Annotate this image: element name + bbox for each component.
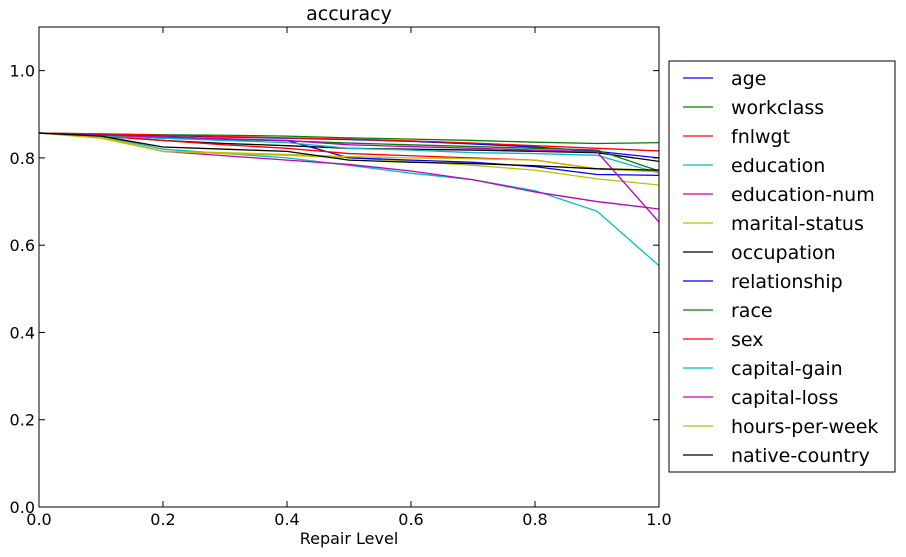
x-tick-label: 0.2 [150,510,175,529]
legend-label-occupation: occupation [731,242,836,264]
legend: age workclass fnlwgt education education-num… [668,60,896,473]
legend-label-sex: sex [731,329,764,351]
y-axis-ticks: 0.0 0.2 0.4 0.6 0.8 1.0 [10,62,659,517]
y-tick-label: 1.0 [10,62,35,81]
legend-label-native-country: native-country [731,445,870,467]
series-lines [38,132,660,267]
legend-label-workclass: workclass [731,97,824,119]
legend-label-education-num: education-num [731,184,875,206]
x-tick-label: 0.6 [398,510,423,529]
legend-label-fnlwgt: fnlwgt [731,126,790,148]
series-line-marital-status [38,132,660,186]
y-tick-label: 0.6 [10,236,35,255]
y-tick-label: 0.4 [10,323,35,342]
x-tick-label: 1.0 [646,510,671,529]
x-tick-label: 0.4 [274,510,299,529]
chart-title: accuracy [306,3,392,25]
series-line-education [38,132,660,267]
legend-frame [668,60,896,473]
legend-label-education: education [731,155,825,177]
legend-label-marital-status: marital-status [731,213,864,235]
series-line-fnlwgt [38,132,660,152]
x-tick-label: 0.8 [522,510,547,529]
legend-label-age: age [731,68,766,90]
y-tick-label: 0.0 [10,498,35,517]
legend-label-capital-loss: capital-loss [731,387,838,409]
legend-label-capital-gain: capital-gain [731,358,843,380]
x-axis-ticks: 0.0 0.2 0.4 0.6 0.8 1.0 [26,27,672,529]
x-axis-label: Repair Level [300,529,399,548]
plot-frame [38,26,660,508]
series-line-hours-per-week [38,132,660,173]
legend-label-relationship: relationship [731,271,843,293]
y-tick-label: 0.2 [10,411,35,430]
series-line-capital-loss [38,132,660,223]
series-line-capital-gain [38,132,660,174]
legend-label-race: race [731,300,773,322]
series-line-native-country [38,132,660,171]
y-tick-label: 0.8 [10,149,35,168]
x-tick-label: 0.0 [26,510,51,529]
legend-label-hours-per-week: hours-per-week [731,416,878,438]
